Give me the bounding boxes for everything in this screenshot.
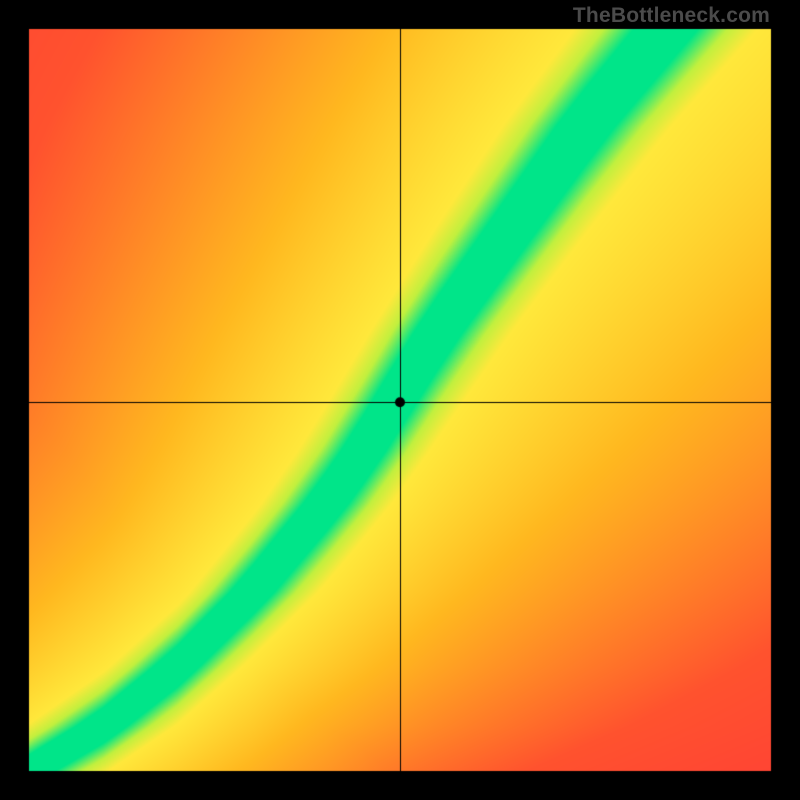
- watermark-text: TheBottleneck.com: [573, 4, 770, 28]
- chart-container: TheBottleneck.com: [0, 0, 800, 800]
- heatmap-canvas: [0, 0, 800, 800]
